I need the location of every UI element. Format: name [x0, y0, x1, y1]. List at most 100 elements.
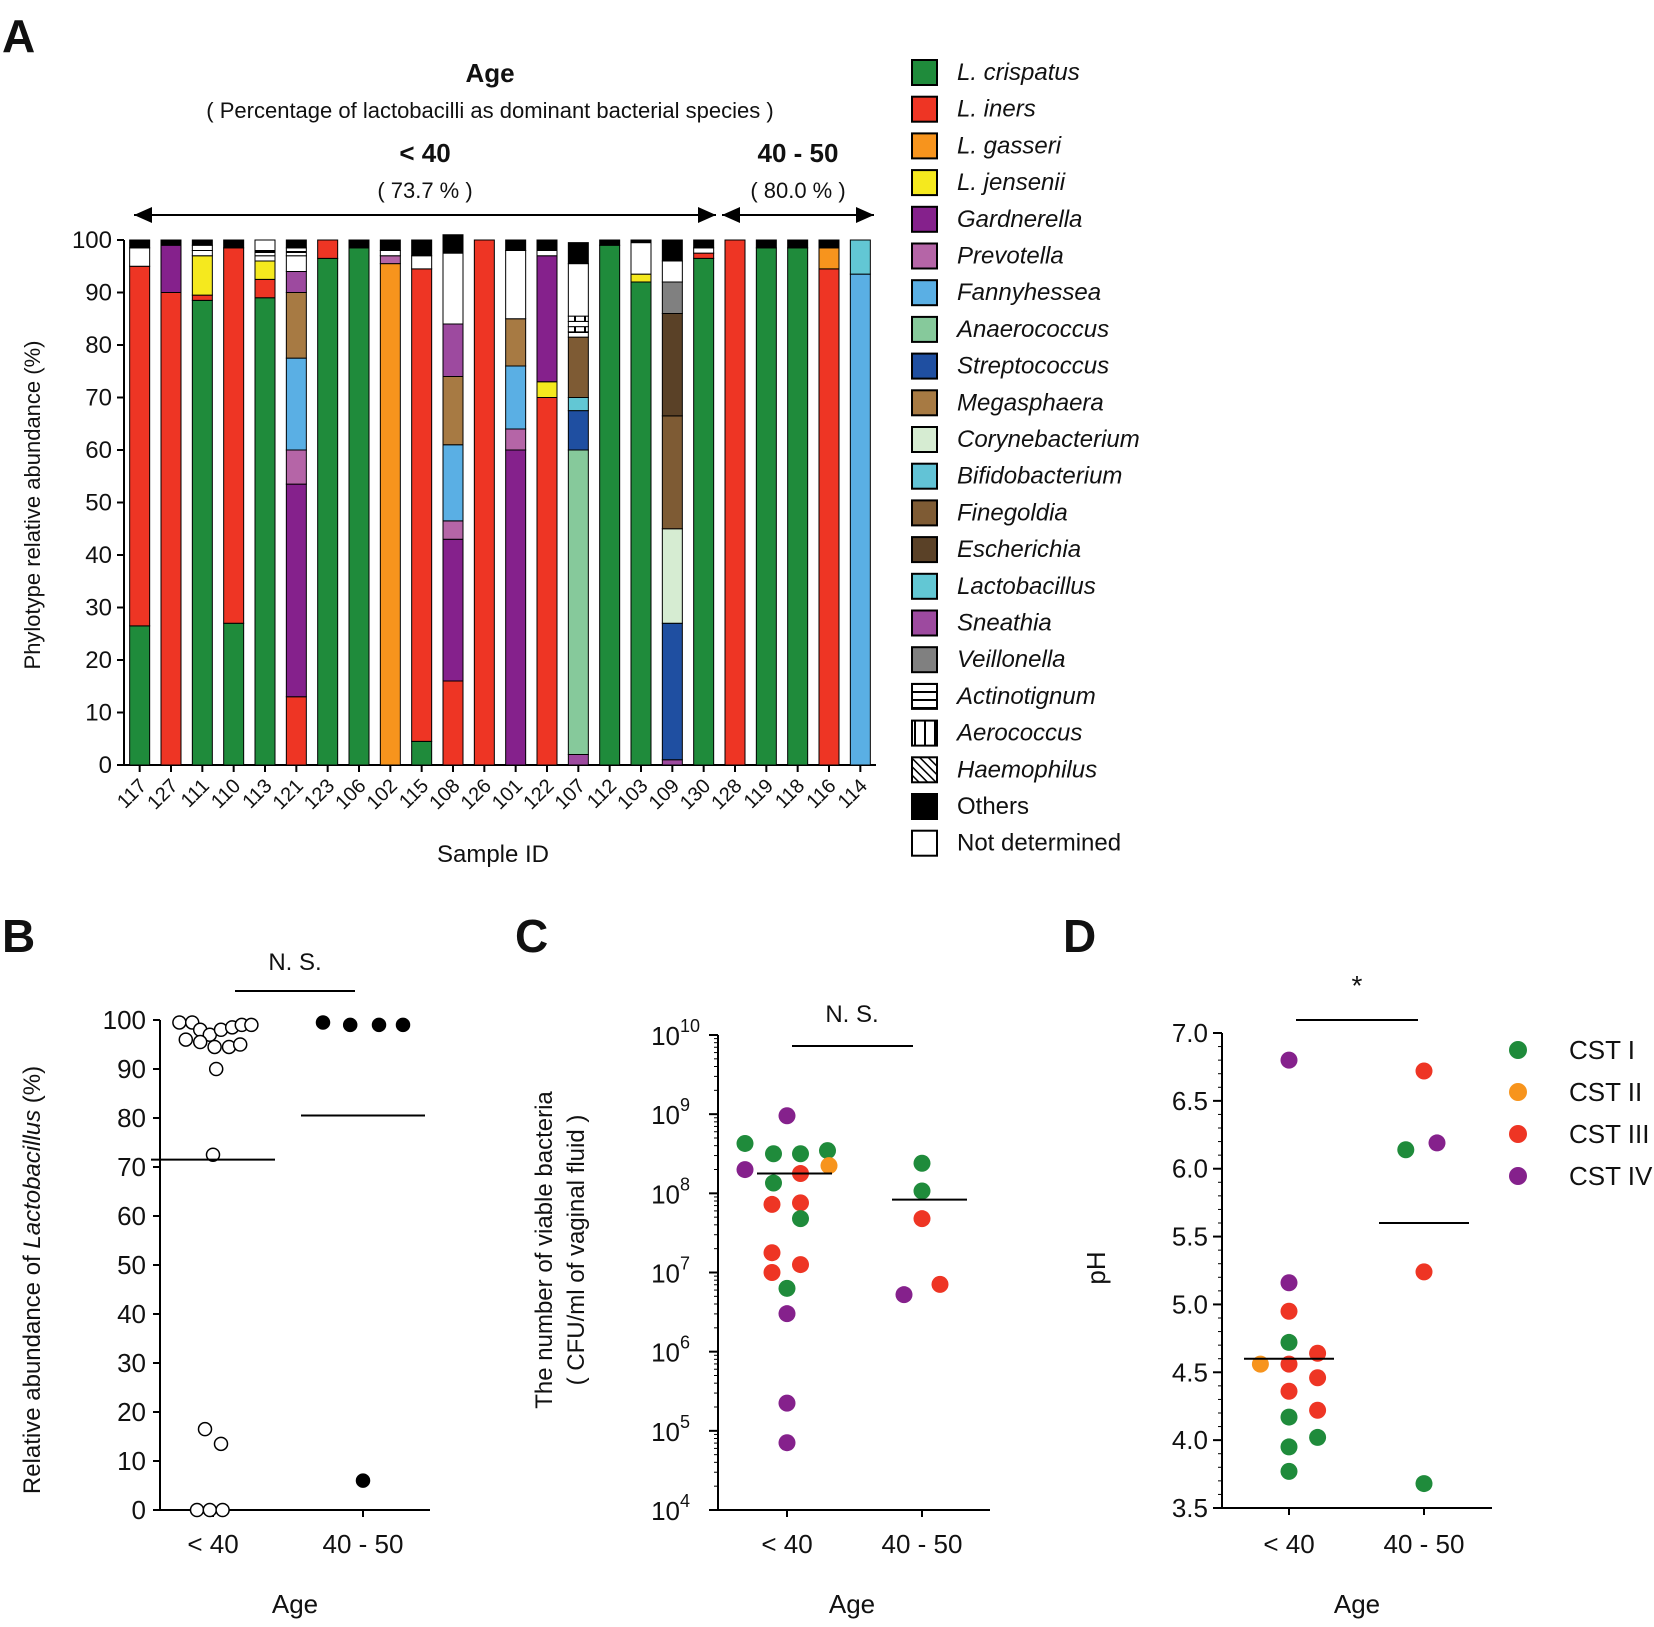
- legend-label: L. jensenii: [957, 169, 1066, 196]
- data-point-cst-i: [736, 1134, 754, 1152]
- legend-swatch: [911, 426, 938, 453]
- y-tick-label: 90: [85, 280, 112, 307]
- x-tick-label: 40 - 50: [1384, 1529, 1465, 1559]
- legend-item-escherichia: Escherichia: [911, 536, 1081, 564]
- data-point-cst-iv: [1280, 1051, 1298, 1069]
- bar-122: [536, 239, 558, 766]
- data-point: [355, 1473, 371, 1488]
- axis-y-label-b-italic: Lactobacillus: [19, 1110, 46, 1249]
- legend-label: Megasphaera: [957, 389, 1104, 416]
- y-tick-label: 5.0: [1172, 1289, 1208, 1319]
- bar-101: [505, 239, 527, 766]
- legend-swatch: [911, 95, 938, 123]
- x-tick-label: 111: [177, 775, 214, 812]
- segment-l-crispatus: [129, 625, 151, 766]
- y-tick-exponent: 5: [680, 1412, 690, 1432]
- segment-others: [818, 239, 840, 249]
- data-point: [315, 1015, 331, 1030]
- segment-not-determined: [411, 255, 433, 270]
- segment-l-crispatus: [223, 622, 245, 766]
- segment-finegoldia: [567, 336, 589, 398]
- legend-swatch: [911, 499, 938, 527]
- legend-item-haemophilus: Haemophilus: [911, 756, 1097, 784]
- segment-gardnerella: [536, 255, 558, 383]
- segment-sneathia: [285, 271, 307, 293]
- legend-item-fannyhessea: Fannyhessea: [911, 279, 1101, 307]
- legend-label: CST IV: [1569, 1161, 1653, 1191]
- scatter-chart-d: 3.5 4.0 4.5 5.0 5.5 6.0 6.5 7.0 < 40 40 - 50: [1172, 1018, 1492, 1559]
- segment-l-iners: [818, 268, 840, 766]
- scatter-chart-b: 0 10 20 30 40 50 60 70 80 90 100 < 40 40 - 50: [103, 990, 430, 1559]
- data-point-cst-ii: [1251, 1355, 1269, 1373]
- x-tick-label: 113: [238, 775, 276, 813]
- data-point-cst-iii: [1309, 1401, 1327, 1419]
- legend-item-cst-i: CST I: [1509, 1035, 1635, 1065]
- x-tick-label: 110: [207, 775, 245, 813]
- group1-pct: ( 73.7 % ): [377, 178, 472, 203]
- group2-label: 40 - 50: [758, 138, 839, 168]
- y-tick-exponent: 6: [680, 1333, 690, 1353]
- data-point-cst-i: [792, 1210, 809, 1228]
- segment-not-determined: [285, 255, 307, 272]
- data-point: [189, 1502, 205, 1518]
- sig-label-d: *: [1352, 970, 1363, 1001]
- segment-corynebacterium: [661, 528, 683, 624]
- bar-109: [661, 239, 683, 766]
- axis-y-label-a: Phylotype relative abundance (%): [20, 341, 45, 670]
- x-tick-label: 40 - 50: [323, 1529, 404, 1559]
- y-tick-exponent: 7: [680, 1254, 690, 1274]
- data-point-cst-iv: [895, 1286, 913, 1304]
- y-tick-exponent: 8: [680, 1174, 690, 1194]
- axis-y-label-b-suffix: (%): [19, 1066, 46, 1110]
- data-point-cst-iii: [763, 1244, 781, 1262]
- legend-swatch: [911, 646, 938, 674]
- segment-l-jensenii: [630, 273, 652, 283]
- axis-y-label-d: pH: [1081, 1251, 1111, 1284]
- y-tick-label: 10: [85, 700, 112, 727]
- data-point-cst-iii: [913, 1210, 931, 1228]
- legend-label: Escherichia: [957, 536, 1081, 563]
- data-point-cst-i: [1280, 1408, 1298, 1426]
- legend-swatch: [911, 169, 938, 197]
- segment-actinotignum: [191, 244, 213, 251]
- x-tick-label: 114: [834, 775, 872, 813]
- segment-l-iners: [317, 239, 339, 259]
- x-tick-label: 109: [645, 775, 684, 814]
- data-point-cst-i: [1415, 1475, 1433, 1493]
- legend-swatch: [911, 279, 938, 307]
- x-tick-label: 106: [331, 775, 370, 814]
- legend-item-sneathia: Sneathia: [911, 609, 1052, 637]
- segment-l-crispatus: [693, 257, 715, 766]
- segment-not-determined: [254, 239, 276, 251]
- bar-117: [129, 239, 151, 766]
- legend-label: Finegoldia: [957, 499, 1068, 526]
- x-tick-label: 112: [583, 775, 621, 813]
- segment-others: [160, 239, 182, 246]
- sig-label-b: N. S.: [268, 949, 321, 976]
- x-tick-label: 118: [771, 775, 809, 813]
- segment-finegoldia: [661, 415, 683, 530]
- legend-marker: [1509, 1167, 1527, 1185]
- panel-a-label: A: [2, 10, 35, 62]
- legend-label: Sneathia: [957, 610, 1052, 637]
- bar-123: [317, 239, 339, 766]
- legend-item-cst-iii: CST III: [1509, 1119, 1649, 1149]
- legend-marker: [1509, 1041, 1527, 1059]
- x-tick-label: 119: [740, 775, 778, 813]
- data-point-cst-iii: [1280, 1382, 1298, 1400]
- data-point: [192, 1034, 208, 1050]
- segment-l-crispatus: [755, 247, 777, 766]
- segment-l-iners: [693, 252, 715, 259]
- legend-swatch: [911, 536, 938, 564]
- group1-label: < 40: [399, 138, 450, 168]
- segment-megasphaera: [285, 292, 307, 359]
- segment-not-determined: [254, 255, 276, 262]
- x-tick-label: 108: [425, 775, 464, 814]
- legend-label: Fannyhessea: [957, 279, 1101, 306]
- y-tick-label: 90: [117, 1054, 146, 1084]
- legend-label: Streptococcus: [957, 353, 1109, 380]
- data-point-cst-i: [765, 1174, 782, 1192]
- axis-y-label-c2: ( CFU/ml of vaginal fluid ): [563, 1115, 590, 1386]
- data-point-cst-iii: [1415, 1263, 1433, 1281]
